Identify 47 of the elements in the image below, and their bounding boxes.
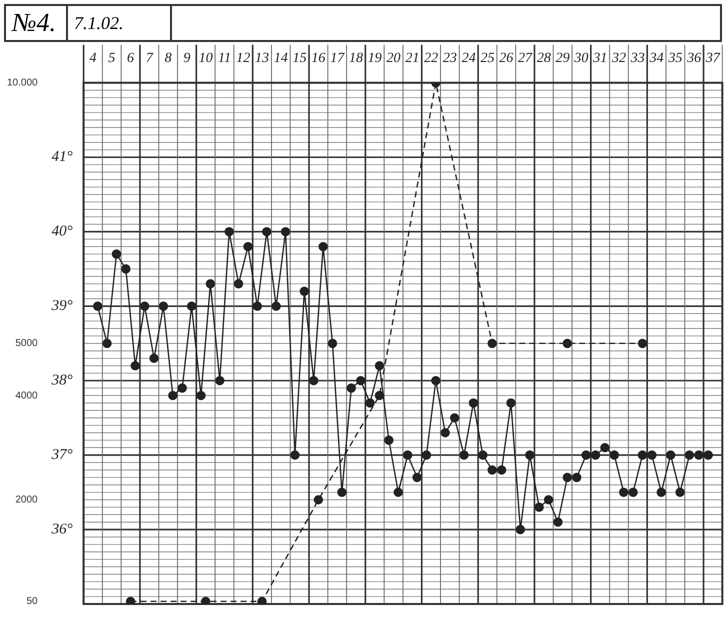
x-tick-label: 16 <box>311 51 326 66</box>
x-tick-label: 24 <box>462 51 476 66</box>
x-tick-label: 15 <box>292 51 307 66</box>
y-tick-label: 36° <box>50 521 73 538</box>
y2-tick-label: 5000 <box>15 338 38 350</box>
y-tick-label: 37° <box>50 447 73 464</box>
x-tick-label: 21 <box>405 51 420 66</box>
y-tick-label: 41° <box>52 149 73 166</box>
x-tick-label: 11 <box>218 51 231 66</box>
y2-tick-label: 4000 <box>15 390 38 402</box>
x-tick-label: 31 <box>592 51 608 66</box>
x-tick-label: 13 <box>255 51 270 66</box>
x-tick-label: 28 <box>536 51 551 66</box>
y-tick-label: 38° <box>50 372 73 389</box>
y2-tick-label: 10.000 <box>6 78 38 89</box>
x-tick-label: 20 <box>386 51 401 66</box>
x-tick-label: 32 <box>610 51 626 66</box>
y-tick-label: 40° <box>52 224 73 240</box>
x-tick-label: 35 <box>667 51 682 66</box>
x-tick-label: 29 <box>556 51 570 66</box>
x-tick-label: 6 <box>127 51 134 66</box>
x-tick-label: 36 <box>686 51 702 66</box>
chart-title: №4. <box>6 6 68 40</box>
x-tick-label: 10 <box>198 51 213 66</box>
x-tick-label: 22 <box>424 51 438 66</box>
x-tick-label: 30 <box>573 51 588 66</box>
x-tick-label: 7 <box>146 51 154 66</box>
x-tick-label: 19 <box>368 51 382 66</box>
x-tick-label: 25 <box>480 51 494 66</box>
x-tick-label: 18 <box>348 51 363 66</box>
chart-subtitle: 7.1.02. <box>68 6 172 40</box>
x-tick-label: 34 <box>648 51 664 66</box>
x-tick-label: 4 <box>89 51 96 66</box>
x-tick-label: 8 <box>164 51 172 66</box>
x-tick-label: 14 <box>274 51 288 66</box>
y2-tick-label: 2000 <box>15 494 38 506</box>
x-tick-label: 17 <box>330 51 346 66</box>
x-tick-label: 23 <box>442 51 457 66</box>
x-tick-label: 12 <box>236 51 250 66</box>
x-tick-label: 9 <box>183 51 190 66</box>
y-tick-label: 39° <box>50 298 73 314</box>
x-tick-label: 26 <box>499 51 514 66</box>
y2-tick-label: 50 <box>26 596 38 608</box>
x-tick-label: 5 <box>108 51 116 66</box>
x-tick-label: 37 <box>704 51 721 66</box>
x-tick-label: 27 <box>518 51 534 66</box>
x-tick-label: 33 <box>630 51 645 66</box>
